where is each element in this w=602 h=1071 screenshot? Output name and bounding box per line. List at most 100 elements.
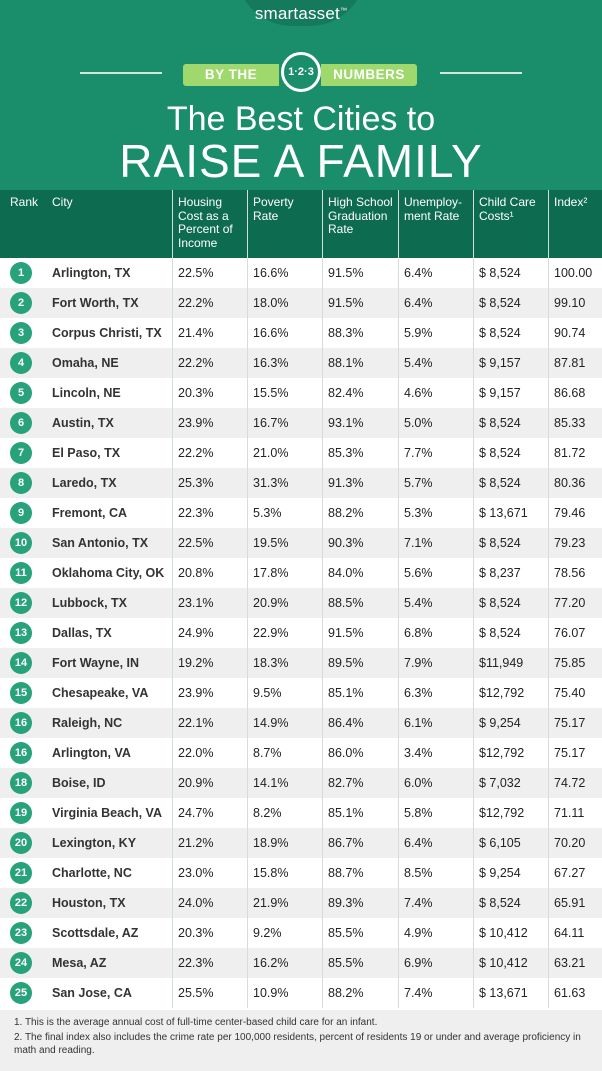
- table-cell: 7.4%: [404, 986, 433, 1000]
- by-the-numbers-banner: BY THE NUMBERS 1·2·3: [0, 52, 602, 92]
- table-cell: 24.0%: [178, 896, 214, 910]
- column-divider: [172, 190, 173, 1008]
- table-cell: 22.2%: [178, 356, 214, 370]
- table-cell: 85.1%: [328, 686, 364, 700]
- rank-badge: 3: [10, 322, 32, 344]
- table-cell: 20.3%: [178, 386, 214, 400]
- city-name: Raleigh, NC: [52, 716, 123, 730]
- table-cell: 21.4%: [178, 326, 214, 340]
- table-cell: $ 8,524: [479, 446, 521, 460]
- city-name: San Jose, CA: [52, 986, 132, 1000]
- table-cell: $ 8,524: [479, 626, 521, 640]
- table-cell: 21.9%: [253, 896, 289, 910]
- table-cell: 74.72: [554, 776, 586, 790]
- city-name: Chesapeake, VA: [52, 686, 149, 700]
- city-name: Laredo, TX: [52, 476, 117, 490]
- table-cell: 15.5%: [253, 386, 289, 400]
- table-cell: 79.46: [554, 506, 586, 520]
- column-header: Unemploy-ment Rate: [404, 195, 463, 223]
- table-cell: 67.27: [554, 866, 586, 880]
- table-cell: $ 8,524: [479, 296, 521, 310]
- rank-badge: 11: [10, 562, 32, 584]
- column-divider: [247, 190, 248, 1008]
- table-cell: $ 8,524: [479, 896, 521, 910]
- table-cell: 86.7%: [328, 836, 364, 850]
- table-cell: 16.6%: [253, 326, 289, 340]
- table-cell: 24.7%: [178, 806, 214, 820]
- table-cell: 8.5%: [404, 866, 433, 880]
- table-cell: 75.17: [554, 746, 586, 760]
- rank-badge: 19: [10, 802, 32, 824]
- table-row: 1 Arlington, TX 22.5% 16.6% 91.5% 6.4% $ 8,524…: [0, 258, 602, 288]
- city-name: Mesa, AZ: [52, 956, 107, 970]
- rank-badge: 20: [10, 832, 32, 854]
- table-row: 12 Lubbock, TX 23.1% 20.9% 88.5% 5.4% $ 8,524 7…: [0, 588, 602, 618]
- table-cell: 5.3%: [404, 506, 433, 520]
- table-cell: 76.07: [554, 626, 586, 640]
- table-cell: 86.4%: [328, 716, 364, 730]
- table-cell: $12,792: [479, 746, 525, 760]
- table-cell: 7.7%: [404, 446, 433, 460]
- table-cell: 6.9%: [404, 956, 433, 970]
- table-cell: 15.8%: [253, 866, 289, 880]
- city-name: Lubbock, TX: [52, 596, 127, 610]
- table-cell: $ 8,524: [479, 596, 521, 610]
- table-cell: 4.9%: [404, 926, 433, 940]
- table-cell: $ 9,254: [479, 866, 521, 880]
- table-row: 20 Lexington, KY 21.2% 18.9% 86.7% 6.4% $ 6,10…: [0, 828, 602, 858]
- table-cell: 75.40: [554, 686, 586, 700]
- city-name: Scottsdale, AZ: [52, 926, 139, 940]
- table-cell: 23.1%: [178, 596, 214, 610]
- rank-badge: 10: [10, 532, 32, 554]
- table-cell: 4.6%: [404, 386, 433, 400]
- table-cell: $12,792: [479, 686, 525, 700]
- table-row: 7 El Paso, TX 22.2% 21.0% 85.3% 7.7% $ 8,524 81…: [0, 438, 602, 468]
- rank-badge: 13: [10, 622, 32, 644]
- table-cell: 88.3%: [328, 326, 364, 340]
- table-cell: 9.2%: [253, 926, 282, 940]
- table-cell: 90.3%: [328, 536, 364, 550]
- table-header: Rank City Housing Cost as a Percent of I…: [0, 190, 602, 258]
- table-cell: 78.56: [554, 566, 586, 580]
- table-cell: 6.0%: [404, 776, 433, 790]
- table-cell: 3.4%: [404, 746, 433, 760]
- table-row: 19 Virginia Beach, VA 24.7% 8.2% 85.1% 5.8% $1…: [0, 798, 602, 828]
- city-name: Oklahoma City, OK: [52, 566, 165, 580]
- table-cell: 6.8%: [404, 626, 433, 640]
- table-row: 15 Chesapeake, VA 23.9% 9.5% 85.1% 6.3% $12,79…: [0, 678, 602, 708]
- smartasset-logo: smartasset™: [254, 4, 348, 23]
- table-row: 25 San Jose, CA 25.5% 10.9% 88.2% 7.4% $ 13,67…: [0, 978, 602, 1008]
- rank-badge: 5: [10, 382, 32, 404]
- table-cell: 70.20: [554, 836, 586, 850]
- table-cell: 10.9%: [253, 986, 289, 1000]
- divider: [80, 72, 162, 74]
- table-cell: 75.85: [554, 656, 586, 670]
- table-row: 8 Laredo, TX 25.3% 31.3% 91.3% 5.7% $ 8,524 80.…: [0, 468, 602, 498]
- table-cell: 6.3%: [404, 686, 433, 700]
- numbers-badge: 1·2·3: [281, 52, 321, 92]
- table-cell: $12,792: [479, 806, 525, 820]
- table-cell: 81.72: [554, 446, 586, 460]
- table-cell: 89.5%: [328, 656, 364, 670]
- table-cell: 14.1%: [253, 776, 289, 790]
- column-header: Child Care Costs¹: [479, 195, 536, 223]
- column-header: Index²: [554, 195, 588, 209]
- table-cell: 20.9%: [253, 596, 289, 610]
- table-cell: 91.3%: [328, 476, 364, 490]
- city-name: San Antonio, TX: [52, 536, 149, 550]
- table-cell: $ 6,105: [479, 836, 521, 850]
- column-header: Rank: [10, 195, 39, 209]
- table-row: 23 Scottsdale, AZ 20.3% 9.2% 85.5% 4.9% $ 10,4…: [0, 918, 602, 948]
- table-cell: 63.21: [554, 956, 586, 970]
- footnotes: 1. This is the average annual cost of fu…: [0, 1010, 602, 1071]
- table-cell: 14.9%: [253, 716, 289, 730]
- table-cell: 22.2%: [178, 446, 214, 460]
- table-cell: 5.3%: [253, 506, 282, 520]
- table-cell: 85.3%: [328, 446, 364, 460]
- rank-badge: 12: [10, 592, 32, 614]
- table-cell: $ 8,524: [479, 476, 521, 490]
- rank-badge: 24: [10, 952, 32, 974]
- table-cell: 9.5%: [253, 686, 282, 700]
- table-cell: 93.1%: [328, 416, 364, 430]
- table-cell: 17.8%: [253, 566, 289, 580]
